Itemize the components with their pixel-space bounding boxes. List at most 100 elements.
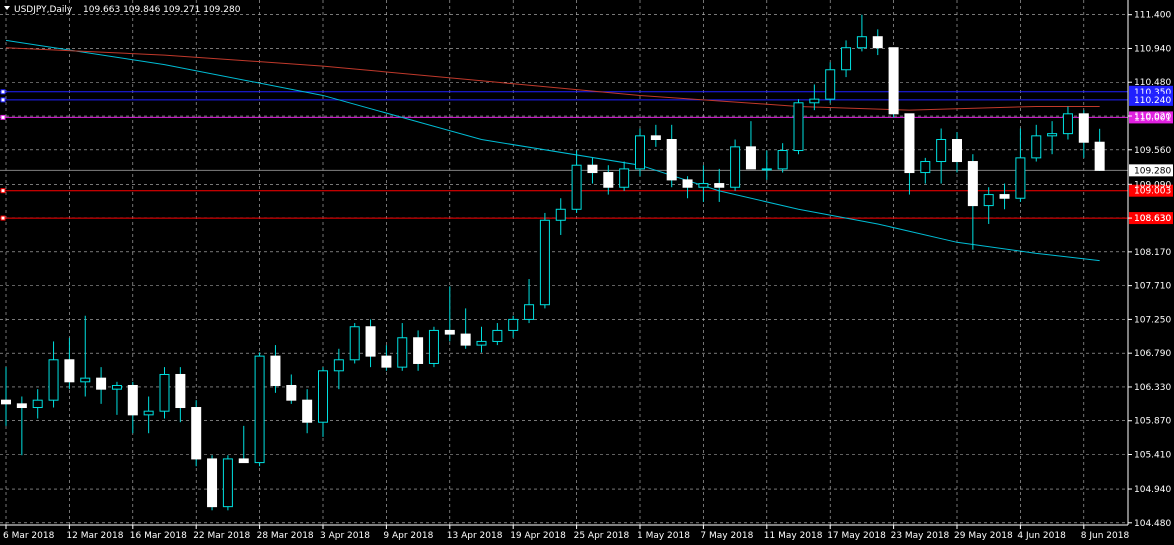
candle-body-bear bbox=[999, 194, 1010, 199]
candle-body-bear bbox=[952, 139, 962, 163]
y-tick-label: 110.480 bbox=[1134, 78, 1171, 88]
candle-body-bull bbox=[1047, 133, 1058, 137]
candle-body-bull bbox=[571, 164, 582, 210]
candle bbox=[698, 165, 709, 202]
candle bbox=[825, 62, 836, 103]
candle-body-bear bbox=[603, 172, 614, 188]
symbol-label: USDJPY,Daily bbox=[14, 5, 73, 15]
candle-body-bull bbox=[397, 337, 408, 368]
x-tick-label: 9 Apr 2018 bbox=[383, 531, 433, 541]
candle bbox=[64, 337, 75, 390]
y-tick-label: 104.940 bbox=[1134, 485, 1171, 495]
candle bbox=[1062, 106, 1073, 140]
moving-average-fast bbox=[5, 47, 1100, 111]
candle-body-bull bbox=[318, 370, 328, 423]
candle bbox=[413, 330, 424, 371]
candle bbox=[761, 150, 772, 180]
candle-body-bear bbox=[286, 384, 297, 401]
candle bbox=[650, 124, 661, 147]
y-tick-label: 109.560 bbox=[1134, 146, 1171, 156]
candle bbox=[983, 187, 994, 224]
candle-body-bull bbox=[333, 359, 344, 372]
candle-body-bear bbox=[682, 179, 693, 188]
candle-body-bull bbox=[428, 329, 439, 364]
candle bbox=[587, 157, 598, 184]
candle bbox=[524, 279, 535, 324]
candle bbox=[714, 168, 725, 202]
dropdown-triangle-icon[interactable] bbox=[4, 6, 10, 10]
current-price-label: 109.280 bbox=[1134, 166, 1171, 176]
candle bbox=[492, 323, 503, 346]
price-axis: 111.400 110.940 110.480 110.020 109.560 109.0… bbox=[1127, 0, 1171, 529]
candle-body-bull bbox=[476, 340, 487, 346]
candle bbox=[888, 47, 899, 118]
candle bbox=[1, 367, 11, 426]
candle-body-bull bbox=[508, 318, 519, 331]
x-tick-label: 28 Mar 2018 bbox=[257, 531, 314, 541]
level-price-tag bbox=[1129, 184, 1173, 197]
level-handle[interactable] bbox=[0, 188, 6, 194]
x-tick-label: 17 May 2018 bbox=[827, 531, 886, 541]
candle bbox=[381, 345, 392, 371]
candle-body-bull bbox=[635, 135, 645, 170]
level-handle[interactable] bbox=[0, 114, 6, 120]
candle bbox=[428, 326, 439, 368]
candle-body-bull bbox=[761, 168, 772, 171]
candle-body-bear bbox=[444, 329, 455, 335]
level-price-tag bbox=[1129, 93, 1173, 106]
level-handle[interactable] bbox=[0, 89, 6, 95]
candle bbox=[856, 14, 867, 52]
candle bbox=[952, 132, 962, 173]
candle-body-bull bbox=[936, 139, 947, 163]
candle-body-bull bbox=[349, 326, 360, 361]
candle-body-bear bbox=[1, 399, 11, 405]
chart-header: USDJPY,Daily 109.663 109.846 109.271 109… bbox=[4, 5, 241, 15]
candle bbox=[333, 348, 344, 390]
level-handle[interactable] bbox=[0, 215, 6, 221]
candles bbox=[1, 14, 1105, 511]
candle bbox=[270, 345, 281, 393]
candle bbox=[967, 154, 978, 250]
x-tick-label: 19 Apr 2018 bbox=[510, 531, 566, 541]
candle-body-bull bbox=[856, 36, 867, 49]
candle-body-bear bbox=[191, 407, 202, 460]
candle-body-bear bbox=[207, 458, 218, 508]
y-tick-label: 111.400 bbox=[1134, 11, 1171, 21]
candle bbox=[777, 143, 788, 173]
candle-body-bear bbox=[1078, 113, 1089, 143]
candle bbox=[730, 139, 741, 191]
candle-body-bear bbox=[587, 164, 598, 174]
candle bbox=[222, 455, 233, 511]
candle-body-bull bbox=[254, 355, 265, 464]
candle bbox=[397, 323, 408, 371]
level-price-label: 108.630 bbox=[1134, 214, 1171, 224]
y-tick-label: 106.790 bbox=[1134, 349, 1171, 359]
candle bbox=[809, 84, 820, 111]
y-tick-label: 110.020 bbox=[1134, 112, 1171, 122]
level-price-label: 110.240 bbox=[1134, 96, 1171, 106]
x-tick-label: 25 Apr 2018 bbox=[574, 531, 630, 541]
level-handle[interactable] bbox=[0, 97, 6, 103]
candle-body-bull bbox=[80, 377, 91, 383]
candle bbox=[904, 113, 915, 195]
candle-body-bull bbox=[48, 359, 59, 401]
candle bbox=[555, 198, 566, 235]
candle bbox=[365, 319, 376, 368]
candle bbox=[286, 374, 297, 404]
candle-body-bull bbox=[809, 98, 820, 104]
y-tick-label: 108.630 bbox=[1134, 214, 1171, 224]
candle-body-bear bbox=[650, 135, 661, 141]
candle bbox=[16, 396, 27, 456]
time-axis: 6 Mar 2018 12 Mar 2018 16 Mar 2018 22 Mar 2… bbox=[0, 524, 1130, 541]
candle bbox=[143, 396, 154, 434]
candle bbox=[80, 315, 91, 397]
plot-background bbox=[0, 0, 1128, 525]
x-tick-label: 29 May 2018 bbox=[954, 531, 1013, 541]
candle bbox=[1015, 128, 1026, 202]
candle bbox=[841, 40, 852, 78]
x-tick-label: 8 Jun 2018 bbox=[1081, 531, 1130, 541]
candle-body-bull bbox=[1015, 157, 1026, 199]
y-tick-label: 104.480 bbox=[1134, 519, 1171, 529]
